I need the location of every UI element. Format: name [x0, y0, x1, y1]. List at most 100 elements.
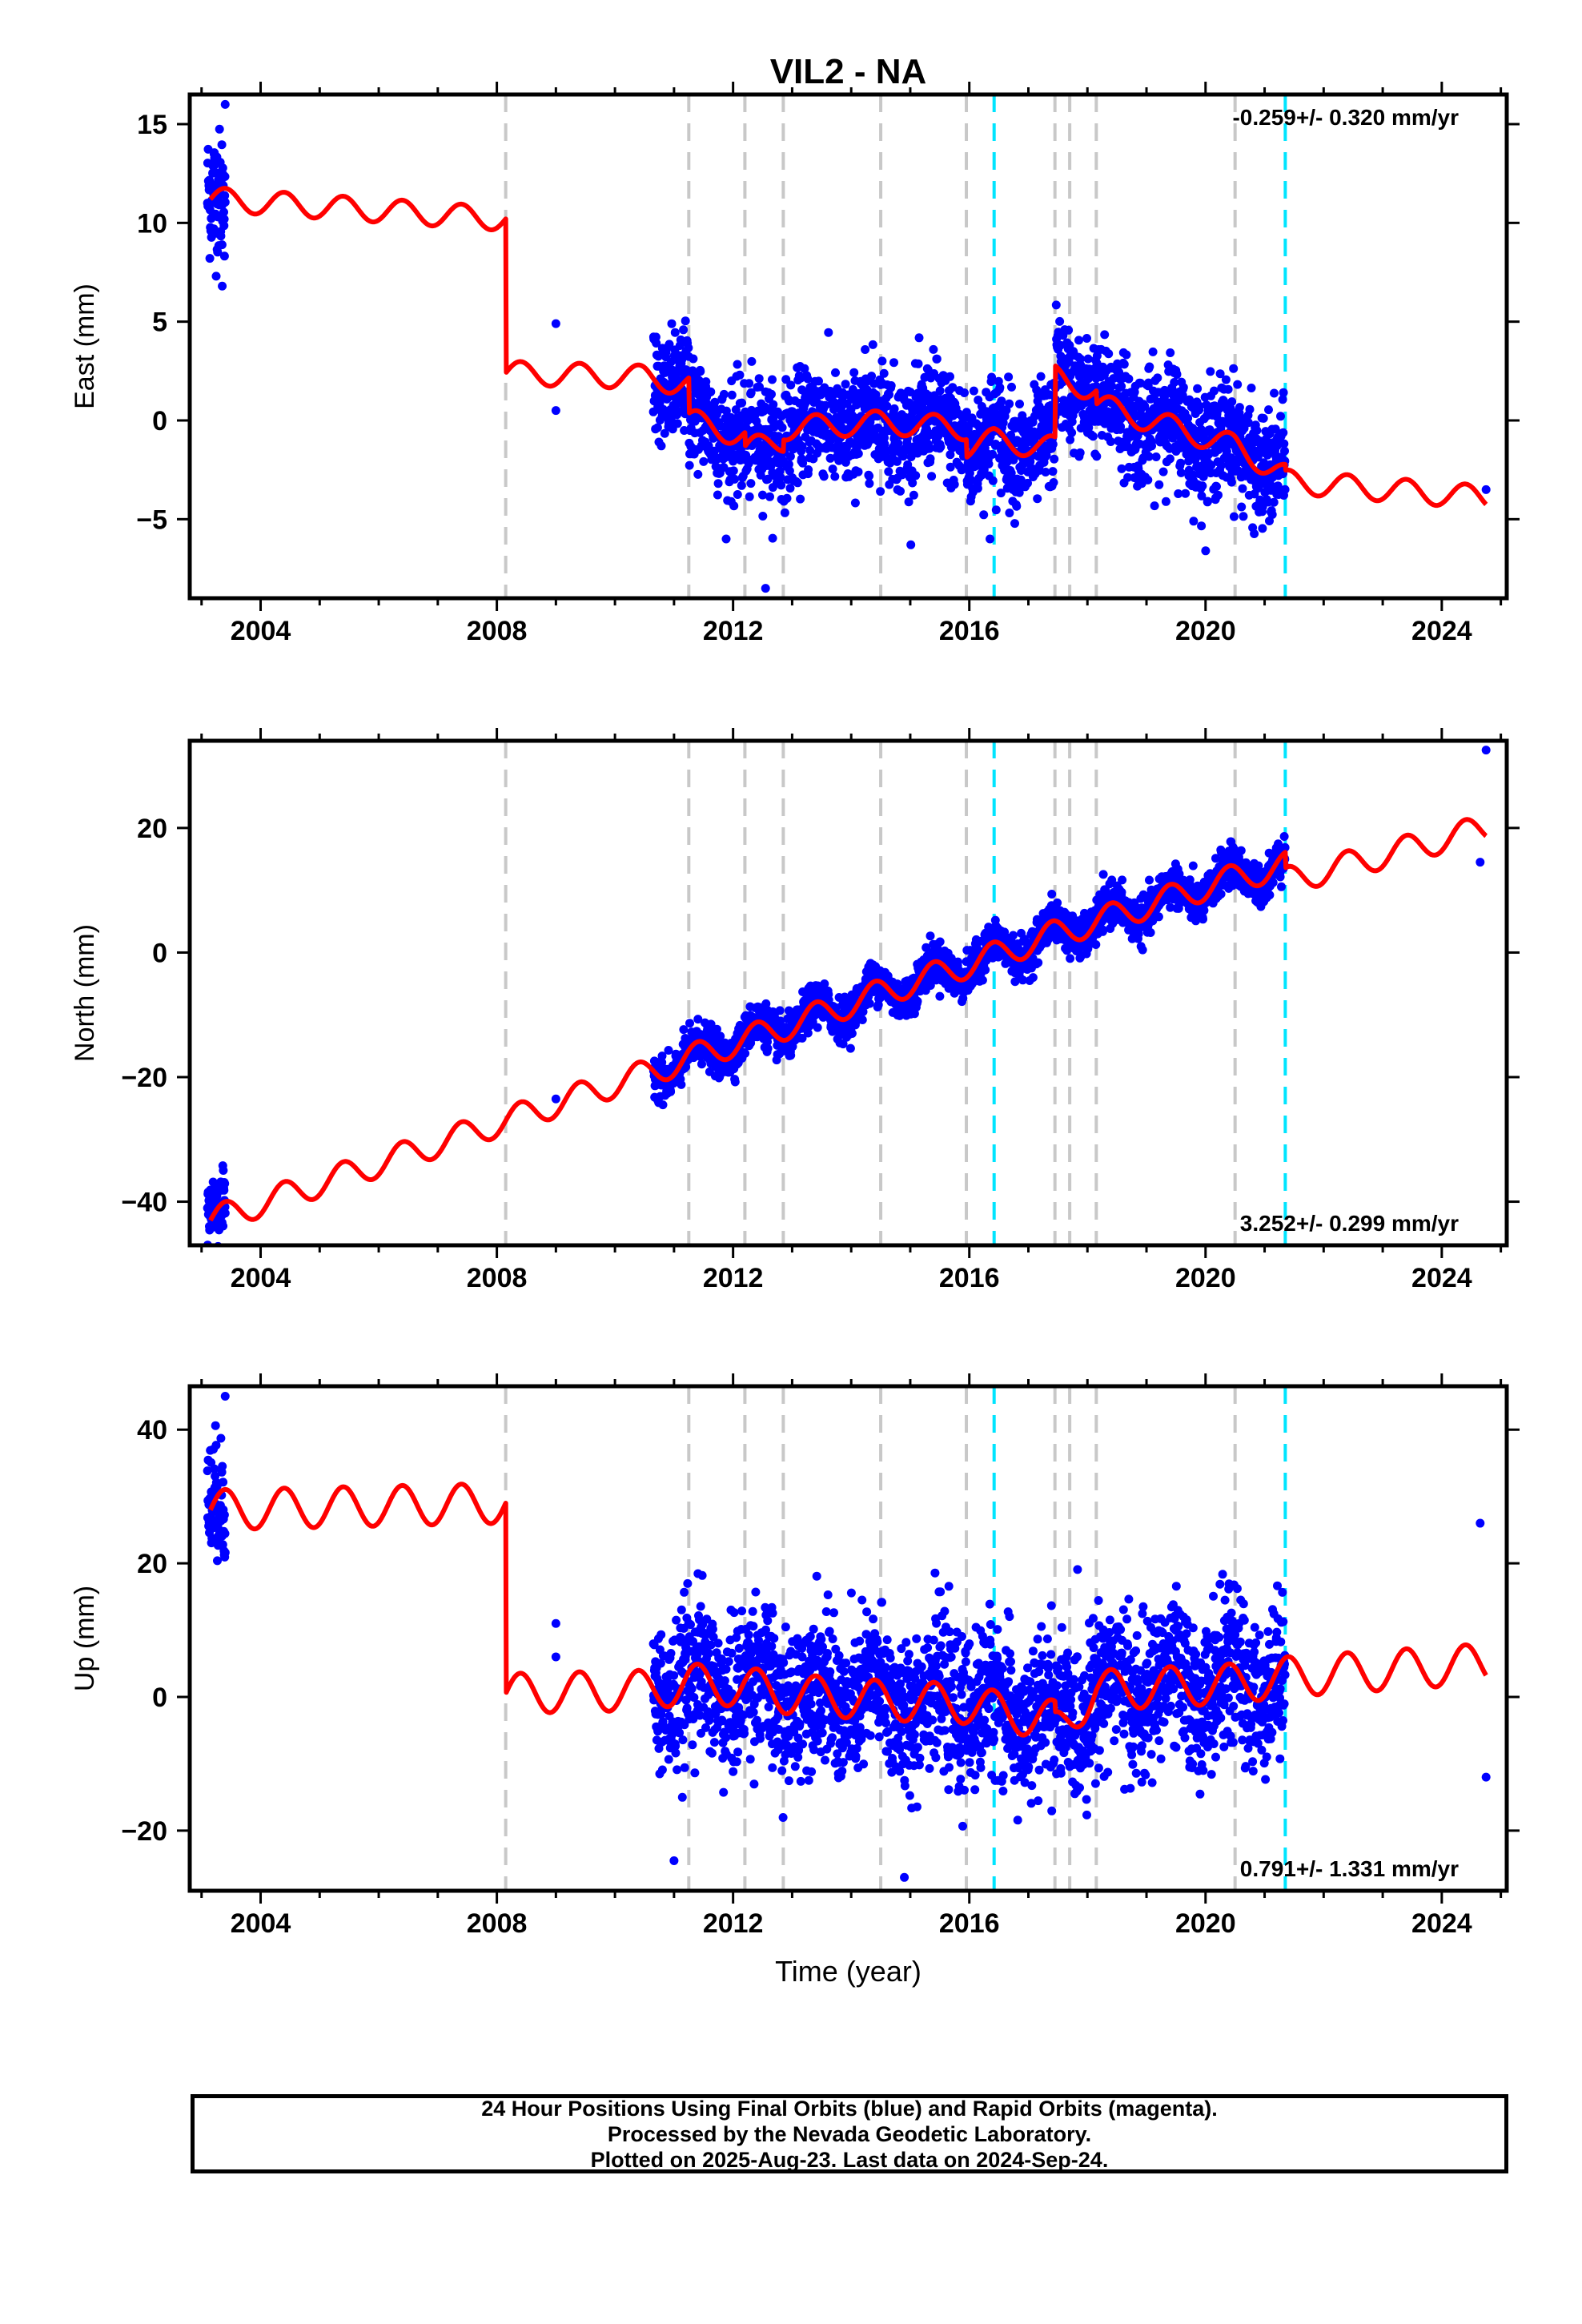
observation-point: [1195, 401, 1204, 411]
x-tick-label: 2016: [939, 616, 1000, 646]
observation-point: [741, 1048, 750, 1058]
observation-point: [1122, 350, 1131, 360]
observation-point: [657, 1051, 667, 1061]
observation-point: [721, 406, 731, 416]
observation-point: [220, 1179, 230, 1188]
observation-point: [1012, 501, 1022, 511]
observation-point: [1028, 973, 1038, 983]
observation-point: [785, 466, 794, 476]
observation-point: [697, 1059, 706, 1069]
observation-point: [1268, 878, 1278, 887]
observation-point: [1154, 480, 1164, 489]
observation-point: [998, 418, 1008, 428]
y-axis-label: East (mm): [70, 283, 100, 409]
observation-point: [804, 465, 813, 474]
observation-point: [767, 389, 776, 399]
x-tick-label: 2024: [1411, 616, 1472, 646]
observation-point: [1259, 413, 1268, 423]
observation-point: [906, 540, 916, 549]
observation-point: [1172, 370, 1182, 380]
observation-point: [1214, 490, 1223, 500]
observation-point: [1161, 497, 1170, 506]
observation-point: [1227, 453, 1236, 463]
observation-point: [745, 492, 754, 501]
observation-point: [1117, 464, 1126, 473]
observation-point: [1005, 509, 1014, 517]
observation-point: [853, 449, 863, 458]
observation-point: [755, 382, 764, 392]
observation-point: [1148, 347, 1158, 356]
observation-point: [777, 480, 786, 490]
observation-point: [551, 406, 560, 416]
observation-point: [886, 381, 896, 390]
observation-point: [828, 464, 837, 474]
observation-point: [777, 423, 787, 432]
observation-point: [220, 99, 230, 109]
observation-point: [1016, 475, 1026, 485]
observation-point: [1117, 381, 1126, 391]
observation-point: [1064, 325, 1074, 335]
observation-point: [1014, 488, 1024, 497]
observation-points: [203, 99, 1491, 593]
observation-point: [996, 489, 1006, 498]
observation-point: [1026, 456, 1035, 466]
observation-point: [689, 354, 698, 364]
observation-point: [220, 1208, 230, 1218]
observation-point: [1239, 512, 1248, 521]
observation-point: [978, 975, 987, 985]
observation-point: [974, 396, 983, 404]
observation-point: [909, 490, 918, 500]
observation-point: [1235, 403, 1244, 412]
observation-point: [1279, 428, 1288, 437]
observation-point: [1023, 478, 1032, 488]
observation-point: [1245, 404, 1255, 414]
observation-point: [885, 390, 893, 400]
observation-point: [1227, 477, 1236, 487]
observation-point: [731, 405, 741, 415]
observation-point: [965, 468, 974, 478]
observation-point: [1238, 484, 1247, 493]
observation-point: [796, 494, 805, 504]
observation-point: [1055, 316, 1065, 326]
observation-point: [780, 508, 789, 517]
observation-point: [889, 404, 899, 413]
observation-point: [1007, 382, 1016, 392]
observation-point: [1116, 422, 1126, 432]
observation-point: [763, 474, 773, 484]
observation-point: [813, 448, 822, 458]
observation-point: [785, 484, 795, 493]
observation-point: [946, 372, 954, 381]
observation-point: [1147, 437, 1157, 446]
observation-point: [865, 999, 874, 1008]
observation-point: [664, 1046, 673, 1055]
observation-point: [1170, 378, 1179, 387]
observation-point: [681, 316, 690, 326]
observation-point: [673, 419, 682, 428]
observation-point: [1088, 432, 1098, 441]
observation-point: [1280, 446, 1289, 456]
observation-point: [1216, 460, 1226, 470]
observation-point: [1005, 399, 1014, 408]
observation-point: [935, 991, 945, 1001]
observation-point: [926, 454, 935, 464]
observation-point: [1176, 468, 1186, 477]
observation-point: [1199, 915, 1207, 924]
observation-point: [1047, 890, 1057, 899]
observation-point: [1265, 891, 1275, 900]
observation-point: [768, 375, 777, 384]
observation-point: [876, 487, 885, 497]
observation-point: [775, 1006, 785, 1015]
observation-point: [865, 471, 874, 480]
plot-frame: [187, 92, 1509, 601]
observation-point: [1146, 928, 1155, 937]
observation-point: [1269, 497, 1279, 507]
observation-point: [1144, 452, 1154, 461]
observation-point: [1004, 372, 1014, 382]
observation-point: [1091, 940, 1101, 949]
observation-point: [1138, 945, 1147, 955]
observation-point: [911, 471, 921, 480]
observation-point: [219, 207, 228, 217]
observation-point: [904, 497, 913, 507]
observation-point: [1178, 391, 1187, 400]
observation-point: [1267, 510, 1277, 519]
